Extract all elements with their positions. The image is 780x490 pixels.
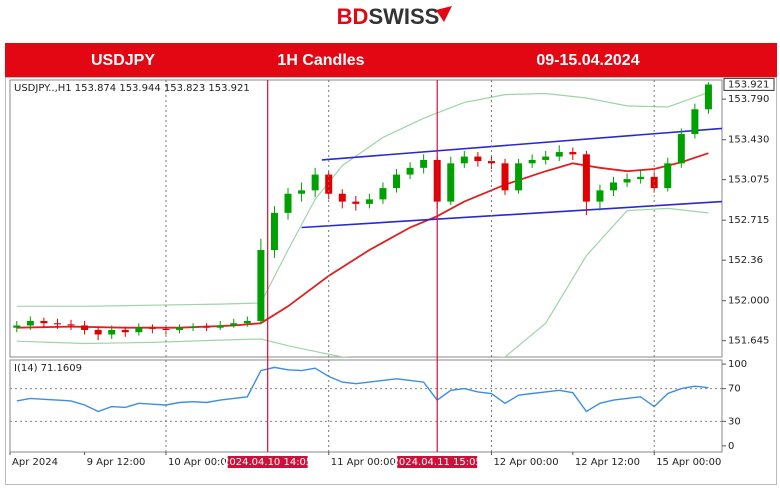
candle-body xyxy=(53,323,61,325)
rsi-panel xyxy=(9,359,723,453)
y-tick-label: 153.430 xyxy=(728,135,769,146)
candle-body xyxy=(40,320,48,324)
candle-body xyxy=(610,182,618,191)
candle-body xyxy=(94,329,102,335)
candle-body xyxy=(582,154,590,202)
y-tick-label: 152.715 xyxy=(728,215,769,226)
dates: 09-15.04.2024 xyxy=(536,52,639,69)
y-tick-label: 0 xyxy=(728,441,734,452)
y-tick-label: 100 xyxy=(728,359,747,370)
candle-body xyxy=(108,329,116,335)
candle-body xyxy=(501,163,509,191)
x-tick-label: 15 Apr 00:00 xyxy=(656,457,721,468)
candle-body xyxy=(596,190,604,202)
candle-body xyxy=(176,327,184,330)
candle-body xyxy=(623,179,631,183)
candle-body xyxy=(487,161,495,164)
line xyxy=(16,91,709,307)
candle-body xyxy=(352,201,360,204)
y-tick-label: 30 xyxy=(728,416,741,427)
panel-info: USDJPY..,H1 153.874 153.944 153.823 153.… xyxy=(14,83,250,94)
candle-body xyxy=(216,325,224,328)
timeframe: 1H Candles xyxy=(277,52,364,69)
candle-body xyxy=(542,156,550,160)
y-tick-label: 70 xyxy=(728,384,741,395)
candle-body xyxy=(13,325,21,328)
candle-body xyxy=(420,159,428,168)
last-price-box xyxy=(723,77,775,91)
y-tick-label: 153.790 xyxy=(728,94,769,105)
candle-body xyxy=(148,327,156,329)
logo: BDSWISS xyxy=(337,4,440,29)
y-tick-label: 152.000 xyxy=(728,296,769,307)
candle-body xyxy=(338,193,346,202)
frame xyxy=(5,77,777,485)
candle-body xyxy=(379,188,387,200)
candle-body xyxy=(393,174,401,189)
candle-body xyxy=(243,320,251,324)
crosshair-label: 2024.04.11 15:05 xyxy=(393,457,482,468)
line xyxy=(16,152,709,329)
x-tick-label: 9 Apr 12:00 xyxy=(87,457,146,468)
header-bar xyxy=(5,43,777,77)
candle-body xyxy=(474,156,482,162)
candle-body xyxy=(189,326,197,328)
candle-body xyxy=(257,250,265,321)
line xyxy=(16,207,709,357)
logo-arrow xyxy=(436,6,452,22)
x-tick-label: 12 Apr 12:00 xyxy=(575,457,640,468)
crosshair-label-box xyxy=(227,456,308,468)
line xyxy=(16,366,709,413)
candle-body xyxy=(650,176,658,189)
candle-body xyxy=(162,328,170,330)
candle-body xyxy=(555,152,563,157)
candle-body xyxy=(704,84,712,110)
candle-body xyxy=(121,329,129,333)
y-tick-label: 153.075 xyxy=(728,175,769,186)
candle-body xyxy=(203,326,211,328)
candle-body xyxy=(691,109,699,135)
candle-body xyxy=(569,152,577,155)
candle-body xyxy=(284,193,292,213)
crosshair-label-box xyxy=(397,456,478,468)
price-panel xyxy=(9,79,723,358)
candle-body xyxy=(664,163,672,189)
candle-body xyxy=(26,320,34,326)
candle-body xyxy=(460,156,468,164)
candle-body xyxy=(325,174,333,194)
crosshair-label: 2024.04.10 14:05 xyxy=(223,457,312,468)
candle-body xyxy=(67,324,75,326)
candle-body xyxy=(311,174,319,191)
last-price: 153.921 xyxy=(728,79,769,90)
x-tick-label: Apr 2024 xyxy=(12,457,58,468)
candle-body xyxy=(230,323,238,326)
x-tick-label: 10 Apr 00:00 xyxy=(168,457,233,468)
logo-part: BD xyxy=(337,4,369,29)
candle-body xyxy=(515,163,523,191)
candle-body xyxy=(637,176,645,180)
line xyxy=(321,127,722,161)
candle-body xyxy=(406,167,414,175)
x-tick-label: 12 Apr 00:00 xyxy=(493,457,558,468)
candle-body xyxy=(677,134,685,164)
candle-body xyxy=(365,199,373,204)
y-tick-label: 151.645 xyxy=(728,336,769,347)
y-tick-label: 152.36 xyxy=(728,255,763,266)
symbol: USDJPY xyxy=(91,52,155,69)
candle-body xyxy=(270,212,278,251)
candle-body xyxy=(447,163,455,202)
candle-body xyxy=(528,159,536,164)
logo-part: SWISS xyxy=(368,4,439,29)
line xyxy=(301,200,722,229)
panel-info: I(14) 71.1609 xyxy=(14,363,82,374)
candle-body xyxy=(81,325,89,330)
x-tick-label: 11 Apr 00:00 xyxy=(331,457,396,468)
candle-body xyxy=(135,327,143,333)
candle-body xyxy=(298,190,306,194)
